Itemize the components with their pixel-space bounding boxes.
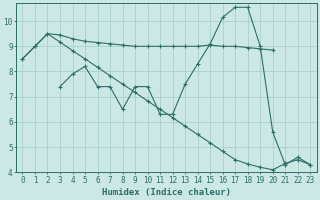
- X-axis label: Humidex (Indice chaleur): Humidex (Indice chaleur): [102, 188, 231, 197]
